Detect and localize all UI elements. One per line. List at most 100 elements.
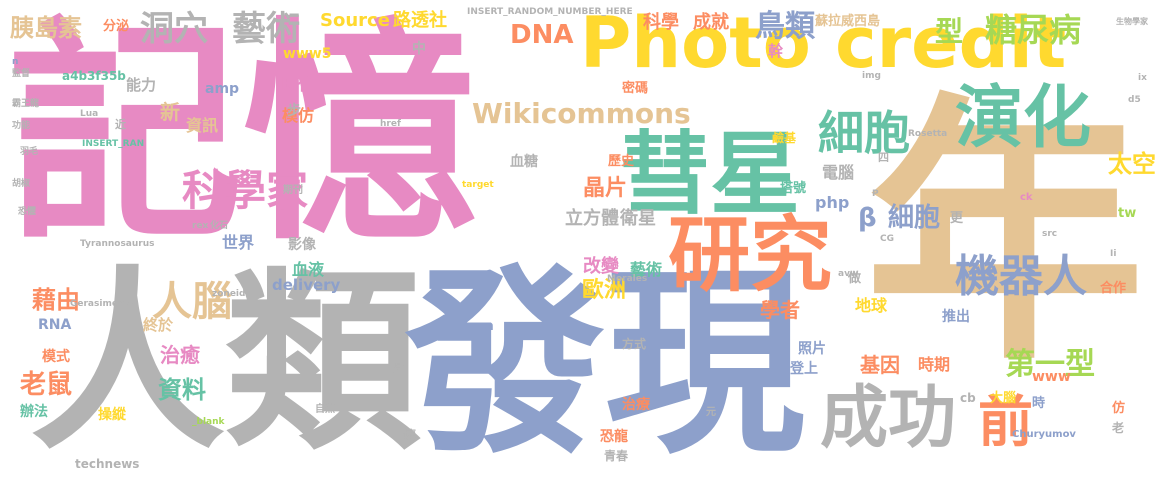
- word: 時: [1032, 396, 1046, 411]
- word: 登上: [790, 361, 818, 377]
- word: src: [1042, 229, 1058, 239]
- word: 壞: [403, 429, 417, 444]
- word: 治療: [622, 397, 650, 413]
- word: 步: [287, 103, 301, 119]
- word: 人腦: [152, 279, 232, 325]
- word: 研究: [668, 208, 833, 303]
- word: 模仿: [282, 106, 315, 125]
- word: 照片: [798, 341, 826, 357]
- word: 演化: [955, 79, 1092, 158]
- word: rex: [192, 221, 209, 231]
- word: Ii: [1110, 249, 1117, 259]
- word: 仿: [1112, 401, 1126, 416]
- word: 鹼基: [772, 131, 797, 145]
- word: Tyrannosaurus: [80, 239, 155, 249]
- word: 型: [935, 15, 964, 48]
- word: 推出: [942, 309, 970, 325]
- word: Photo credit: [580, 2, 1067, 84]
- word: 胡椒: [12, 179, 31, 189]
- word: Morales: [607, 274, 648, 284]
- word: 終於: [143, 316, 174, 334]
- word: href: [380, 119, 401, 129]
- word: 老鼠: [20, 370, 73, 400]
- word: php: [815, 193, 850, 212]
- word: 方式: [622, 337, 647, 351]
- word: 大腦: [990, 391, 1017, 406]
- word: 新: [160, 100, 180, 124]
- word: 時代: [282, 75, 315, 94]
- word: 成功: [820, 379, 957, 458]
- word: 前: [978, 390, 1034, 454]
- word: 歷史: [608, 154, 635, 169]
- word: 時期: [918, 355, 951, 374]
- word: 合作: [1100, 281, 1127, 296]
- word: P: [872, 189, 879, 199]
- word: tw: [1118, 206, 1137, 221]
- word: 操縱: [98, 407, 126, 423]
- word: d5: [1128, 95, 1141, 105]
- word: 基因: [860, 353, 900, 377]
- word: img: [862, 71, 881, 81]
- word: 功能: [12, 121, 31, 131]
- word: 成就: [693, 12, 729, 33]
- word: 恐懼: [18, 207, 37, 217]
- word: 路透社: [393, 10, 447, 31]
- word: 胰島素: [10, 14, 82, 42]
- word: 機器人: [955, 251, 1087, 302]
- word: ck: [1020, 192, 1033, 203]
- word: RNA: [38, 317, 72, 333]
- word: 立方體: [565, 208, 619, 229]
- word: 洞穴: [140, 9, 208, 49]
- word: 中: [412, 41, 426, 57]
- word: 年: [865, 72, 1145, 398]
- word: 恐龍: [600, 429, 628, 445]
- word: 老: [1112, 421, 1125, 435]
- word: INSERT_RAN: [82, 139, 145, 149]
- word: n: [12, 57, 19, 67]
- word: www5: [283, 46, 332, 62]
- word: zoneid: [212, 289, 246, 299]
- word: 自然: [315, 404, 335, 415]
- word: a4b3f35b: [62, 69, 126, 83]
- word: 青春: [604, 449, 629, 463]
- word: 藝術: [232, 9, 300, 49]
- word: 能力: [126, 76, 157, 94]
- word: _blank: [192, 417, 225, 427]
- word: 化石: [210, 221, 229, 231]
- word: delivery: [272, 276, 341, 294]
- word: 人類: [30, 249, 420, 476]
- word: 密碼: [622, 81, 649, 96]
- word: 發現: [405, 248, 806, 481]
- word: 晶片: [583, 176, 628, 201]
- word: 地球: [855, 296, 888, 315]
- word: 電腦: [822, 163, 855, 182]
- word: 科學: [643, 12, 679, 33]
- word: Wikicommons: [472, 97, 691, 130]
- word: Source: [320, 10, 390, 31]
- word: Rosetta: [908, 129, 948, 139]
- word: 藉由: [32, 286, 80, 314]
- word: 影像: [288, 237, 316, 253]
- word: technews: [75, 457, 140, 471]
- word: 血糖: [510, 154, 538, 170]
- word: DNA: [510, 20, 574, 50]
- word: 學者: [760, 298, 800, 322]
- word: 幹: [768, 42, 784, 60]
- word: Churyumov: [1012, 429, 1076, 440]
- word: 世界: [222, 233, 255, 252]
- word: 羽毛: [20, 147, 39, 157]
- word: 蘇拉威西島: [815, 14, 881, 29]
- word: 細胞: [818, 106, 910, 160]
- word: INSERT_RANDOM_NUMBER_HERE: [467, 7, 633, 17]
- word: 元: [706, 407, 716, 418]
- word: 彗星: [620, 122, 800, 227]
- word: a: [485, 319, 494, 334]
- word: 霸王龍: [12, 99, 40, 109]
- word: 近: [115, 118, 126, 131]
- word: 糖尿病: [985, 11, 1082, 49]
- word: 資訊: [186, 116, 219, 135]
- word: 改變: [583, 256, 619, 277]
- word: ix: [1138, 73, 1147, 83]
- word: 四: [878, 151, 889, 164]
